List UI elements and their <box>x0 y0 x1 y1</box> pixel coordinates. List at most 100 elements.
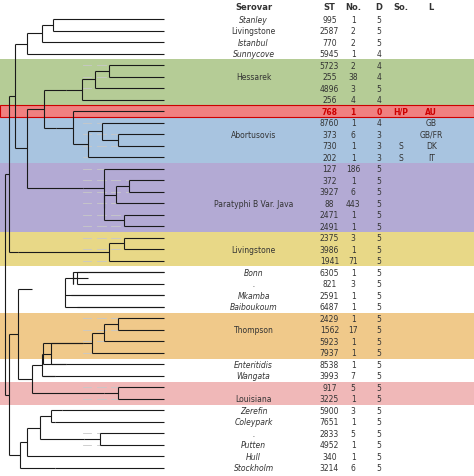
Text: GB/FR: GB/FR <box>419 130 443 139</box>
Text: 3: 3 <box>351 84 356 93</box>
Text: 2491: 2491 <box>320 222 339 231</box>
Text: 2587: 2587 <box>320 27 339 36</box>
Text: 2: 2 <box>351 61 356 70</box>
Text: 2429: 2429 <box>320 314 339 323</box>
Text: 5: 5 <box>377 417 382 426</box>
Text: 6487: 6487 <box>320 303 339 312</box>
Text: 995: 995 <box>322 16 337 24</box>
Text: 4: 4 <box>377 61 382 70</box>
Text: 5: 5 <box>377 440 382 449</box>
Text: 730: 730 <box>322 142 337 151</box>
Text: 5: 5 <box>377 39 382 48</box>
Text: 3: 3 <box>351 280 356 288</box>
Text: 1: 1 <box>351 337 356 346</box>
Text: .: . <box>252 280 255 288</box>
Text: 127: 127 <box>322 165 337 174</box>
Text: Wangata: Wangata <box>237 372 271 380</box>
Text: 71: 71 <box>348 257 358 266</box>
Text: 3: 3 <box>351 406 356 415</box>
Text: 3: 3 <box>377 142 382 151</box>
Text: 3214: 3214 <box>320 464 339 472</box>
Text: 5: 5 <box>377 303 382 312</box>
Text: 1: 1 <box>351 16 356 24</box>
Text: 3986: 3986 <box>320 245 339 254</box>
Text: 0: 0 <box>376 108 382 116</box>
Text: 2833: 2833 <box>320 429 339 438</box>
Text: 8538: 8538 <box>320 360 339 369</box>
Text: 3225: 3225 <box>320 395 339 404</box>
Text: D: D <box>376 3 383 12</box>
Text: 4: 4 <box>377 119 382 128</box>
Text: 5: 5 <box>377 429 382 438</box>
Text: 5: 5 <box>377 464 382 472</box>
Text: 256: 256 <box>322 96 337 105</box>
Text: 768: 768 <box>321 108 337 116</box>
Text: 202: 202 <box>322 153 337 162</box>
Text: 5: 5 <box>351 383 356 392</box>
Text: 5: 5 <box>377 84 382 93</box>
Text: 1: 1 <box>351 245 356 254</box>
Text: 2471: 2471 <box>320 211 339 220</box>
Text: 2591: 2591 <box>320 291 339 300</box>
Text: 5: 5 <box>377 348 382 357</box>
Text: 5: 5 <box>377 314 382 323</box>
Text: Abortusovis: Abortusovis <box>231 130 276 139</box>
Text: Baiboukoum: Baiboukoum <box>230 303 277 312</box>
Text: 3: 3 <box>377 153 382 162</box>
Text: 5: 5 <box>377 188 382 197</box>
Text: 917: 917 <box>322 383 337 392</box>
Text: 5: 5 <box>377 372 382 380</box>
Text: 5: 5 <box>377 245 382 254</box>
Text: 5: 5 <box>377 337 382 346</box>
Text: 7937: 7937 <box>319 348 339 357</box>
Bar <box>0 313 474 359</box>
Text: .: . <box>252 429 255 438</box>
Bar <box>0 382 474 405</box>
Text: 1: 1 <box>351 119 356 128</box>
Text: 38: 38 <box>348 73 358 82</box>
Text: Paratyphi B Var. Java: Paratyphi B Var. Java <box>214 199 293 208</box>
Text: 821: 821 <box>322 280 337 288</box>
Text: 4: 4 <box>377 50 382 59</box>
Text: 1: 1 <box>351 303 356 312</box>
Text: AU: AU <box>425 108 438 116</box>
Text: 372: 372 <box>322 176 337 185</box>
Text: 5: 5 <box>377 406 382 415</box>
Text: 5: 5 <box>377 383 382 392</box>
Text: 7: 7 <box>351 372 356 380</box>
Text: 186: 186 <box>346 165 360 174</box>
Text: DK: DK <box>426 142 437 151</box>
Text: 1: 1 <box>351 314 356 323</box>
Text: 5: 5 <box>377 211 382 220</box>
Bar <box>0 106 474 164</box>
Text: IT: IT <box>428 153 435 162</box>
Text: L: L <box>428 3 434 12</box>
Text: 1: 1 <box>351 417 356 426</box>
Text: 2: 2 <box>351 39 356 48</box>
Text: No.: No. <box>345 3 361 12</box>
Text: 1: 1 <box>351 176 356 185</box>
Text: Serovar: Serovar <box>235 3 272 12</box>
Text: 1: 1 <box>351 153 356 162</box>
Text: 8760: 8760 <box>320 119 339 128</box>
Text: 1: 1 <box>351 360 356 369</box>
Text: Coleypark: Coleypark <box>235 417 273 426</box>
Text: 5: 5 <box>377 291 382 300</box>
Text: 2375: 2375 <box>320 234 339 243</box>
Text: 1: 1 <box>351 142 356 151</box>
Text: 17: 17 <box>348 326 358 335</box>
Text: 1: 1 <box>351 211 356 220</box>
Text: 2: 2 <box>351 27 356 36</box>
Text: 5: 5 <box>377 27 382 36</box>
Text: 5900: 5900 <box>319 406 339 415</box>
Text: Bonn: Bonn <box>244 268 264 277</box>
Text: GB: GB <box>426 119 437 128</box>
Text: 1: 1 <box>351 348 356 357</box>
Text: 4: 4 <box>351 96 356 105</box>
Text: 4: 4 <box>377 73 382 82</box>
Text: 4896: 4896 <box>320 84 339 93</box>
Text: Hull: Hull <box>246 452 261 461</box>
Text: 4: 4 <box>377 96 382 105</box>
Text: 5: 5 <box>377 268 382 277</box>
Text: 88: 88 <box>325 199 334 208</box>
